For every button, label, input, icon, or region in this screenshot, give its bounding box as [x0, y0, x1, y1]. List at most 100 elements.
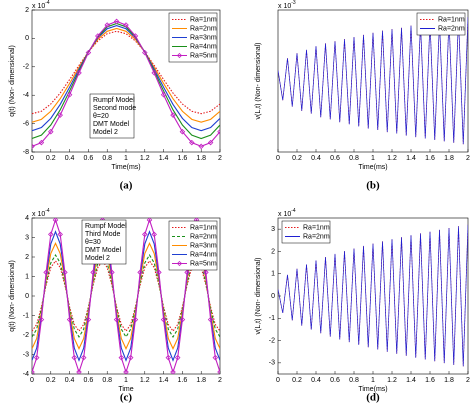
x-tick-label: 1.2 — [387, 155, 397, 162]
y-tick-label: 2 — [271, 248, 275, 255]
x-tick-label: 0 — [30, 155, 34, 162]
series-marker — [123, 22, 129, 28]
x-tick-label: 1 — [124, 377, 128, 384]
plot-area — [32, 18, 220, 150]
y-axis-label: q(t) (Non- dimensional) — [9, 260, 16, 332]
multiplier-base: x 10 — [278, 211, 291, 218]
series-marker — [189, 139, 195, 146]
legend-box — [281, 220, 331, 244]
series-marker — [203, 269, 209, 276]
legend-label: Ra=4nm — [190, 43, 217, 50]
series-marker — [151, 70, 157, 76]
series-marker — [142, 49, 148, 56]
annotation-line: Model 2 — [85, 255, 110, 262]
x-tick-label: 2 — [466, 377, 470, 384]
x-tick-label: 2 — [218, 155, 222, 162]
x-tick-label: 1 — [371, 155, 375, 162]
series-marker — [179, 316, 186, 323]
series-marker — [71, 354, 78, 361]
annotation-line: DMT Model — [85, 247, 121, 254]
series-marker — [212, 354, 219, 361]
x-axis-label: Time(ms) — [358, 164, 387, 171]
series-marker — [85, 49, 92, 56]
series-marker — [48, 231, 54, 238]
series-marker — [118, 354, 125, 361]
x-tick-label: 0.4 — [65, 377, 75, 384]
x-tick-label: 0.2 — [46, 155, 56, 162]
series-marker — [95, 33, 101, 39]
legend-label: Ra=5nm — [190, 52, 217, 59]
x-axis-label: Time(ms) — [111, 164, 140, 171]
series-marker — [151, 231, 157, 238]
legend-label: Ra=1nm — [190, 224, 217, 231]
series-marker — [32, 369, 35, 374]
series-marker — [38, 316, 45, 323]
series-marker — [137, 269, 143, 276]
multiplier: x 10-4 — [32, 0, 50, 10]
series-line — [32, 20, 220, 147]
x-tick-label: 1.8 — [196, 155, 206, 162]
y-tick-label: 3 — [25, 234, 29, 241]
caption: (a) — [120, 180, 133, 192]
x-tick-label: 0.6 — [330, 377, 340, 384]
y-tick-label: -4 — [23, 371, 29, 378]
series-marker — [142, 231, 148, 238]
series-marker — [132, 316, 139, 323]
x-tick-label: 1 — [371, 377, 375, 384]
series-marker — [217, 128, 220, 135]
annotation-line: Model 2 — [93, 129, 118, 136]
x-tick-label: 0.2 — [292, 377, 302, 384]
x-tick-label: 1.8 — [444, 377, 454, 384]
x-tick-label: 0.8 — [349, 155, 359, 162]
annotation-box — [81, 219, 127, 265]
x-tick-label: 2 — [218, 377, 222, 384]
panel: 0 0.2 0.4 0.6 0.8 1 1.2 1.4 1.6 1.8 2 -3 -2 -1 0 1 2 3 Tim… — [255, 208, 470, 403]
x-tick-label: 1.6 — [178, 377, 188, 384]
series-marker — [57, 112, 63, 118]
x-tick-label: 1.4 — [406, 377, 416, 384]
y-tick-label: -1 — [269, 315, 275, 322]
x-tick-label: 1.6 — [178, 155, 188, 162]
x-tick-label: 1.4 — [159, 377, 169, 384]
x-tick-label: 0.8 — [102, 377, 112, 384]
series-marker — [104, 22, 110, 28]
multiplier-exp: -4 — [45, 208, 50, 214]
series-line — [278, 17, 468, 145]
multiplier-exp: -3 — [291, 0, 296, 6]
series-marker — [52, 218, 59, 223]
x-tick-label: 0 — [276, 155, 280, 162]
x-tick-label: 1.8 — [444, 155, 454, 162]
x-tick-label: 1.2 — [140, 377, 150, 384]
plot-area — [278, 224, 468, 367]
legend-label: Ra=3nm — [190, 242, 217, 249]
legend-marker — [176, 52, 183, 59]
series-marker — [90, 269, 96, 276]
series-marker — [127, 354, 134, 361]
x-axis-label: Time — [118, 386, 133, 393]
legend-marker — [176, 260, 183, 267]
x-tick-label: 0.6 — [84, 155, 94, 162]
x-tick-label: 0.6 — [330, 155, 340, 162]
y-axis-label: q(t) (Non- dimensional) — [9, 45, 16, 117]
series-marker — [113, 316, 120, 323]
series-marker — [217, 369, 220, 374]
y-tick-label: 2 — [25, 7, 29, 14]
series-line — [32, 259, 220, 333]
x-tick-label: 1.2 — [140, 155, 150, 162]
series-marker — [165, 354, 172, 361]
x-tick-label: 0.8 — [102, 155, 112, 162]
series-marker — [48, 128, 54, 135]
series-line — [278, 224, 468, 367]
legend-label: Ra=4nm — [190, 251, 217, 258]
x-tick-label: 1.6 — [425, 155, 435, 162]
multiplier-base: x 10 — [278, 3, 291, 10]
series-marker — [80, 354, 87, 361]
y-tick-label: -4 — [23, 92, 29, 99]
y-tick-label: -8 — [23, 149, 29, 156]
legend-label: Ra=3nm — [190, 34, 217, 41]
series-marker — [62, 269, 68, 276]
x-tick-label: 0.8 — [349, 377, 359, 384]
legend-label: Ra=5nm — [190, 260, 217, 267]
x-tick-label: 2 — [466, 155, 470, 162]
